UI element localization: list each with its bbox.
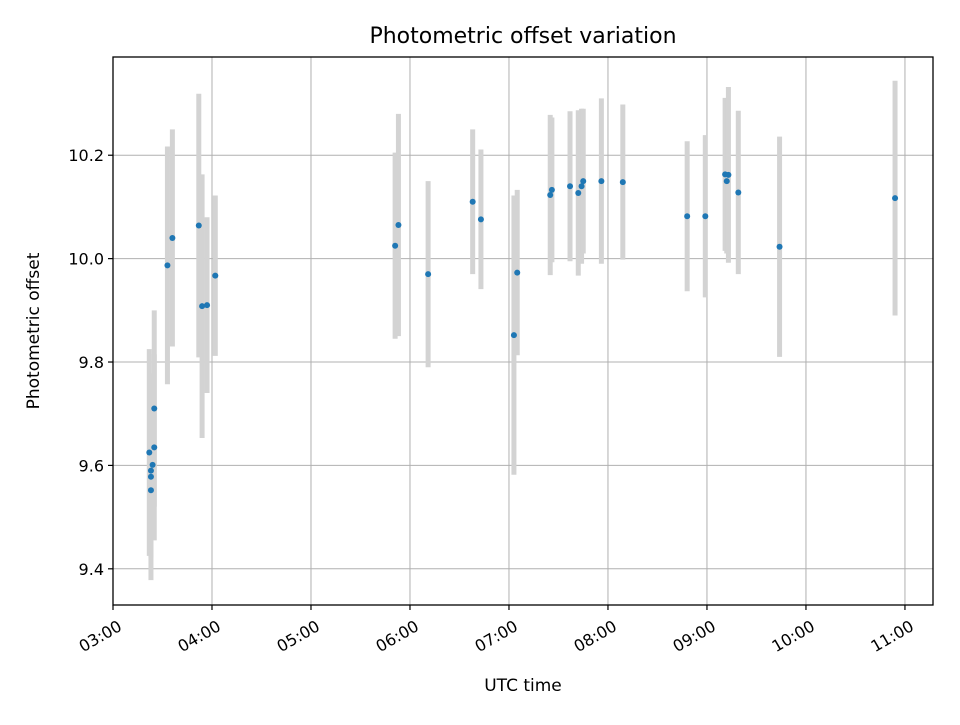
y-tick-label: 10.0 [68, 250, 104, 269]
data-point [212, 272, 219, 279]
data-point [204, 302, 211, 309]
data-points [146, 171, 899, 494]
data-point [567, 183, 574, 190]
data-point [619, 179, 626, 186]
y-tick-label: 10.2 [68, 146, 104, 165]
data-point [147, 487, 154, 494]
chart-title: Photometric offset variation [369, 24, 676, 49]
data-point [575, 189, 582, 196]
y-tick-label: 9.6 [79, 456, 104, 475]
data-point [392, 242, 399, 249]
data-point [151, 405, 158, 412]
data-point [735, 189, 742, 196]
data-point [195, 222, 202, 229]
x-axis-label: UTC time [484, 676, 562, 696]
data-point [164, 262, 171, 269]
data-point [199, 303, 206, 310]
y-tick-label: 9.8 [79, 353, 104, 372]
grid-lines [112, 57, 933, 605]
plot-frame [112, 56, 934, 606]
data-point [702, 213, 709, 220]
data-point [725, 171, 732, 178]
data-point [149, 461, 156, 468]
data-point [578, 183, 585, 190]
data-point [547, 192, 554, 199]
data-point [548, 186, 555, 193]
data-point [151, 444, 158, 451]
data-point [580, 178, 587, 185]
data-point [510, 332, 517, 339]
data-point [723, 178, 730, 185]
y-tick-label: 9.4 [79, 560, 104, 579]
data-point [146, 449, 153, 456]
data-point [147, 473, 154, 480]
data-point [776, 243, 783, 250]
data-point [169, 234, 176, 241]
data-point [892, 195, 899, 202]
data-point [469, 198, 476, 205]
data-point [147, 467, 154, 474]
data-point [425, 271, 432, 278]
data-point [395, 222, 402, 229]
data-point [477, 216, 484, 223]
y-axis-label: Photometric offset [24, 252, 44, 409]
y-axis-ticks: 9.4 9.6 9.8 10.0 10.2 [68, 146, 113, 579]
data-point [684, 213, 691, 220]
data-point [598, 178, 605, 185]
data-point [514, 269, 521, 276]
